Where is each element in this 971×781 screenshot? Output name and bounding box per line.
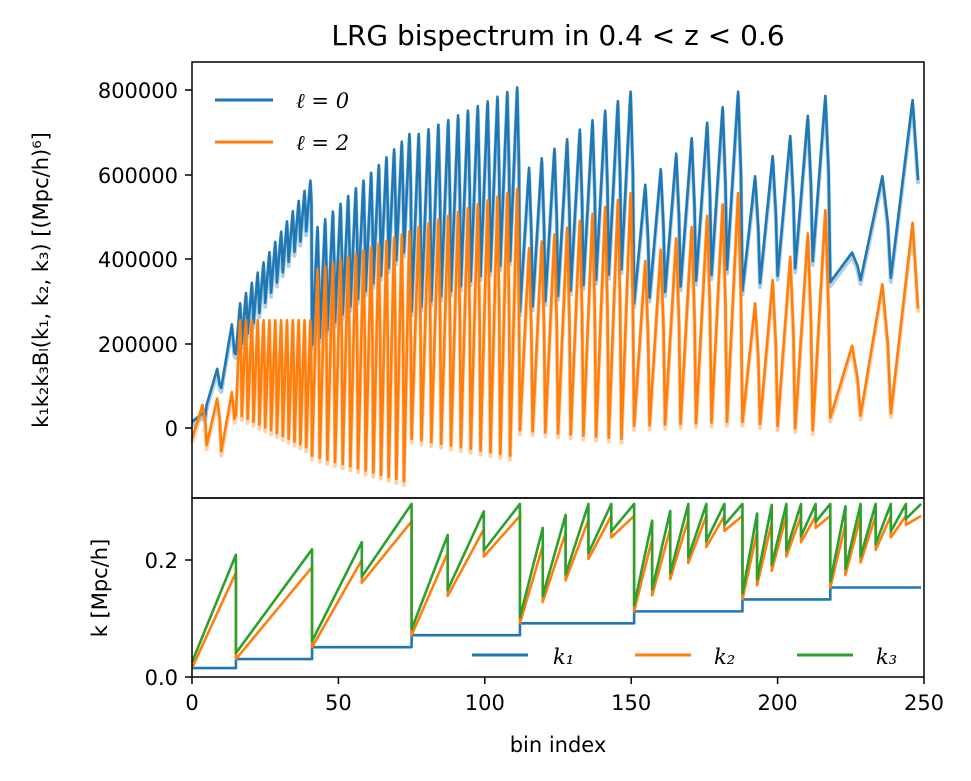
legend-label-k2: k₂ xyxy=(714,645,735,669)
series-line-k3 xyxy=(190,502,922,663)
bottom-ytick-label-1: 0.2 xyxy=(145,549,178,573)
top-ytick-label-4: 800000 xyxy=(98,79,178,103)
top-legend: ℓ = 0 ℓ = 2 xyxy=(215,89,349,155)
bottom-y-axis-label: k [Mpc/h] xyxy=(88,539,112,638)
top-panel-series xyxy=(190,86,921,488)
xtick-label-2: 100 xyxy=(465,691,505,715)
top-ytick-label-1: 200000 xyxy=(98,333,178,357)
bottom-panel-series xyxy=(190,502,922,670)
bottom-legend: k₁ k₂ k₃ xyxy=(472,645,897,669)
legend-label-k1: k₁ xyxy=(553,645,574,669)
x-axis: 0 50 100 150 200 250 xyxy=(185,677,944,715)
xtick-label-3: 150 xyxy=(611,691,651,715)
top-y-axis-label: k₁k₂k₃Bₗ(k₁, k₂, k₃) [(Mpc/h)⁶] xyxy=(29,132,53,428)
bottom-panel-frame xyxy=(191,497,925,678)
xtick-label-4: 200 xyxy=(758,691,798,715)
bottom-ytick-label-0: 0.0 xyxy=(145,666,178,690)
top-y-axis: 0 200000 400000 600000 800000 xyxy=(98,79,192,441)
top-ytick-label-0: 0 xyxy=(165,417,178,441)
xtick-label-0: 0 xyxy=(185,691,198,715)
legend-label-k3: k₃ xyxy=(876,645,897,669)
x-axis-label: bin index xyxy=(510,733,607,757)
series-line-l2 xyxy=(190,187,920,483)
top-ytick-label-3: 600000 xyxy=(98,164,178,188)
series-line-l0 xyxy=(191,86,920,423)
legend-label-l2: ℓ = 2 xyxy=(296,131,349,155)
xtick-label-5: 250 xyxy=(904,691,944,715)
top-ytick-label-2: 400000 xyxy=(98,248,178,272)
series-line-k1 xyxy=(192,586,922,670)
bottom-y-axis: 0.0 0.2 xyxy=(145,549,192,690)
chart-title: LRG bispectrum in 0.4 < z < 0.6 xyxy=(331,19,784,52)
xtick-label-1: 50 xyxy=(325,691,352,715)
legend-label-l0: ℓ = 0 xyxy=(296,89,349,113)
